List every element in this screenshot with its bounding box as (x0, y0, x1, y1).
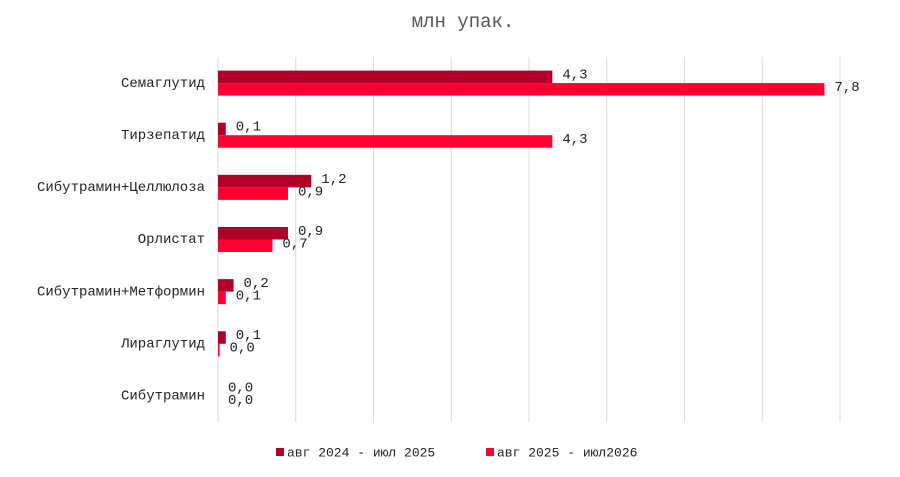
legend-label: авг 2025 - июл2026 (497, 445, 637, 460)
y-tick-label: Сибутрамин (121, 388, 205, 405)
data-label: 0,2 (244, 276, 269, 292)
y-tick-label: Семаглутид (121, 76, 205, 92)
bar (218, 291, 226, 305)
chart-title: млн упак. (412, 11, 515, 33)
data-label: 0,9 (298, 224, 323, 240)
y-tick-label: Сибутрамин+Метформин (37, 283, 205, 300)
bar (218, 331, 226, 344)
data-label: 0,0 (228, 380, 253, 396)
legend-swatch (276, 448, 284, 456)
bar (218, 70, 553, 84)
bar (218, 343, 220, 357)
y-tick-label: Тирзепатид (121, 128, 205, 144)
data-label: 4,3 (562, 132, 587, 148)
y-tick-label: Орлистат (138, 232, 205, 248)
bar (218, 174, 312, 188)
data-label: 0,0 (230, 341, 255, 357)
bar (218, 83, 825, 96)
bar (218, 279, 234, 292)
bar (218, 239, 273, 252)
data-label: 0,1 (236, 289, 261, 305)
bar (218, 122, 226, 136)
data-label: 1,2 (321, 172, 346, 188)
y-tick-label: Лираглутид (120, 336, 205, 352)
data-label: 0,1 (236, 328, 261, 344)
data-label: 0,7 (282, 236, 307, 252)
bar (218, 187, 288, 200)
data-label: 0,1 (236, 120, 261, 136)
legend-label: авг 2024 - июл 2025 (287, 445, 435, 460)
data-label: 7,8 (834, 80, 859, 96)
data-label: 0,9 (298, 184, 323, 200)
bar (218, 135, 553, 148)
data-label: 4,3 (562, 68, 587, 84)
bar (218, 227, 288, 240)
data-label: 0,0 (228, 393, 253, 409)
y-tick-label: Сибутрамин+Целлюлоза (37, 179, 205, 196)
legend-swatch (486, 448, 494, 456)
